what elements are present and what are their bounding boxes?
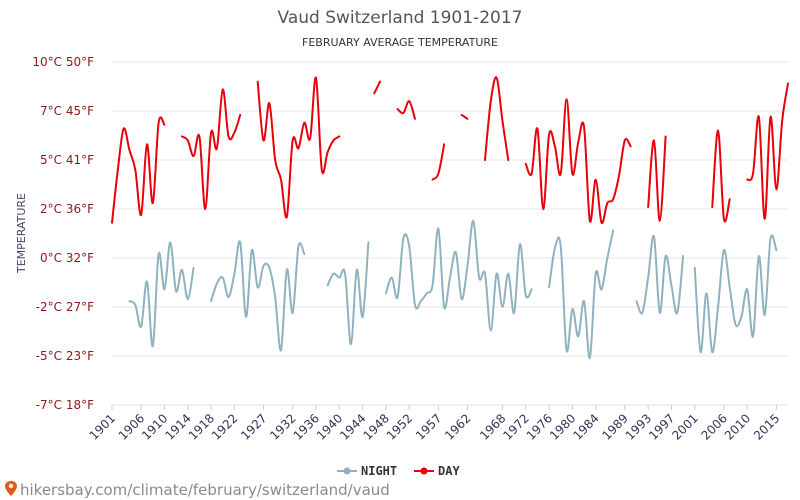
x-tick-label: 1944 [337, 411, 368, 442]
x-tick-label: 1968 [477, 411, 508, 442]
series-day-segment [111, 116, 166, 224]
series-day-segment [460, 113, 469, 120]
x-tick-label: 1957 [413, 411, 444, 442]
x-tick-label: 1952 [384, 411, 415, 442]
source-link[interactable]: hikersbay.com/climate/february/switzerla… [5, 481, 390, 499]
legend-item-night[interactable]: NIGHT [337, 464, 397, 478]
x-tick-label: 1972 [500, 411, 531, 442]
x-tick-label: 1997 [646, 411, 677, 442]
legend-night-label: NIGHT [361, 464, 397, 478]
map-pin-icon [5, 481, 17, 496]
x-tick-label: 1901 [87, 411, 118, 442]
series-day-segment [180, 88, 242, 211]
series-day-segment [431, 143, 446, 181]
series-day-segment [647, 135, 667, 222]
series-day-segment [746, 82, 789, 220]
legend: NIGHT DAY [337, 464, 460, 478]
y-tick-label: 7°C 45°F [40, 104, 94, 118]
gridlines [112, 61, 788, 406]
x-tick-label: 1976 [524, 411, 555, 442]
source-url: hikersbay.com/climate/february/switzerla… [20, 481, 390, 499]
series-night-segment [548, 229, 615, 359]
series-day-segment [524, 98, 632, 225]
series-day-segment [373, 80, 382, 95]
x-axis-ticks: 1901190619101914191819221927193219361940… [87, 405, 782, 443]
series-night-segment [210, 240, 306, 352]
series-day-segment [483, 76, 510, 161]
x-tick-label: 1927 [238, 411, 269, 442]
series-day-segment [256, 76, 341, 219]
legend-day-dot-icon [420, 467, 428, 475]
x-tick-label: 1948 [361, 411, 392, 442]
x-tick-label: 1918 [186, 411, 217, 442]
series-night-segment [693, 234, 778, 354]
x-tick-label: 1940 [314, 411, 345, 442]
series-night-segment [326, 241, 370, 346]
x-tick-label: 1993 [623, 411, 654, 442]
x-tick-label: 2010 [722, 411, 753, 442]
y-tick-label: -5°C 23°F [36, 349, 94, 363]
chart-title: Vaud Switzerland 1901-2017 [278, 8, 523, 28]
chart-subtitle: FEBRUARY AVERAGE TEMPERATURE [302, 36, 498, 49]
x-tick-label: 2015 [751, 411, 782, 442]
x-tick-label: 1936 [291, 411, 322, 442]
legend-day-label: DAY [438, 464, 460, 478]
x-tick-label: 1932 [267, 411, 298, 442]
series-day-segment [711, 129, 731, 223]
x-tick-label: 2006 [699, 411, 730, 442]
x-tick-label: 1980 [547, 411, 578, 442]
y-tick-label: 0°C 32°F [40, 251, 94, 265]
y-axis-label: TEMPERATURE [15, 193, 28, 274]
x-tick-label: 1984 [570, 411, 601, 442]
series-night-segment [635, 234, 685, 315]
legend-item-day[interactable]: DAY [414, 464, 460, 478]
y-tick-label: 2°C 36°F [40, 202, 94, 216]
x-tick-label: 1906 [116, 411, 147, 442]
series-day-segment [396, 100, 417, 120]
x-tick-label: 2001 [669, 411, 700, 442]
x-tick-label: 1914 [162, 411, 193, 442]
x-tick-label: 1962 [442, 411, 473, 442]
y-tick-label: 5°C 41°F [40, 153, 94, 167]
series-lines [111, 76, 789, 359]
series-night [128, 219, 778, 359]
series-night-segment [128, 241, 195, 348]
y-axis-ticks: 10°C 50°F 7°C 45°F 5°C 41°F 2°C 36°F 0°C 32°… [32, 55, 94, 412]
y-tick-label: 10°C 50°F [32, 55, 94, 69]
y-tick-label: -2°C 27°F [36, 300, 94, 314]
x-tick-label: 1989 [599, 411, 630, 442]
series-night-segment [384, 219, 533, 332]
legend-night-dot-icon [343, 467, 351, 475]
x-tick-label: 1922 [209, 411, 240, 442]
x-tick-label: 1910 [139, 411, 170, 442]
y-tick-label: -7°C 18°F [36, 398, 94, 412]
series-day [111, 76, 789, 225]
